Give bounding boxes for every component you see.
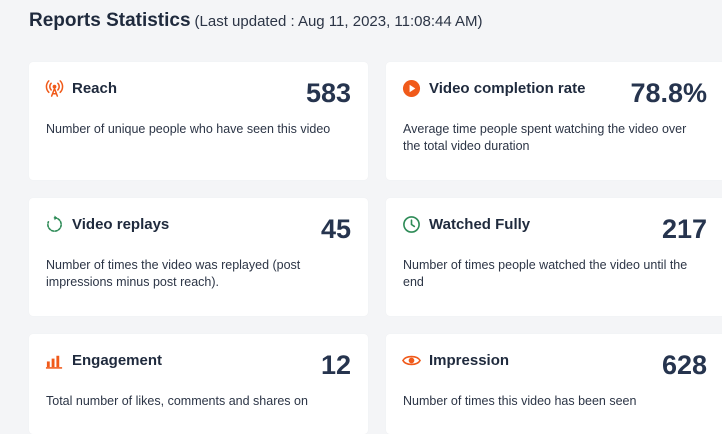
card-description: Number of unique people who have seen th… bbox=[46, 122, 331, 136]
card-description: Total number of likes, comments and shar… bbox=[46, 394, 308, 408]
eye-icon bbox=[402, 351, 421, 370]
card-title: Reach bbox=[72, 80, 118, 97]
impression-value: 628 bbox=[661, 350, 707, 380]
card-description: Number of times the video was replayed (… bbox=[46, 258, 301, 289]
reach-value: 583 bbox=[305, 78, 351, 108]
card-description: Number of times this video has been seen bbox=[403, 394, 637, 408]
card-description: Average time people spent watching the v… bbox=[403, 122, 687, 153]
impression-card: Impression 628 Number of times this vide… bbox=[386, 334, 722, 434]
video-replays-card: Video replays 45 Number of times the vid… bbox=[29, 198, 368, 316]
card-title: Video replays bbox=[72, 216, 170, 233]
reach-card: Reach 583 Number of unique people who ha… bbox=[29, 62, 368, 180]
replay-icon bbox=[45, 215, 64, 234]
completion-rate-value: 78.8% bbox=[630, 78, 707, 108]
card-title: Video completion rate bbox=[429, 80, 586, 97]
card-title: Watched Fully bbox=[429, 216, 531, 233]
watched-fully-card: Watched Fully 217 Number of times people… bbox=[386, 198, 722, 316]
card-title: Impression bbox=[429, 352, 510, 369]
clock-icon bbox=[402, 215, 421, 234]
engagement-card: Engagement 12 Total number of likes, com… bbox=[29, 334, 368, 434]
page-title: Reports Statistics bbox=[29, 10, 191, 31]
replays-value: 45 bbox=[320, 214, 351, 244]
broadcast-icon bbox=[45, 79, 64, 98]
bar-chart-icon bbox=[45, 351, 64, 370]
play-circle-icon bbox=[402, 79, 421, 98]
card-description: Number of times people watched the video… bbox=[403, 258, 688, 289]
last-updated-text: (Last updated : Aug 11, 2023, 11:08:44 A… bbox=[194, 13, 483, 30]
video-completion-rate-card: Video completion rate 78.8% Average time… bbox=[386, 62, 722, 180]
watched-fully-value: 217 bbox=[661, 214, 707, 244]
page-header: Reports Statistics (Last updated : Aug 1… bbox=[29, 10, 483, 32]
engagement-value: 12 bbox=[320, 350, 351, 380]
card-title: Engagement bbox=[72, 352, 163, 369]
